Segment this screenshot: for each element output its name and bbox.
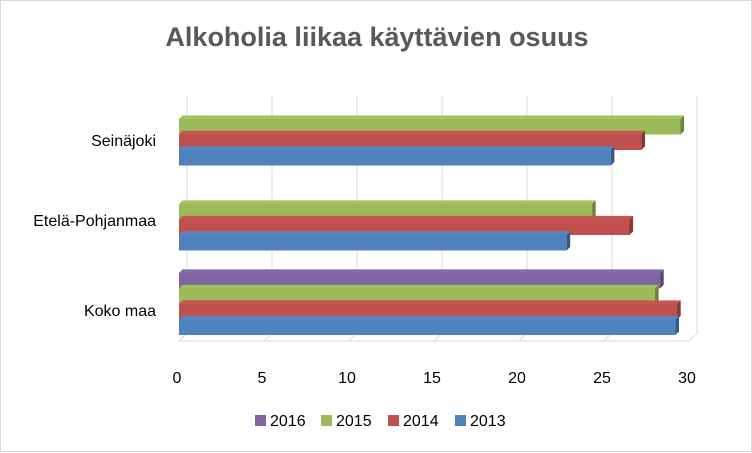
legend-swatch [255,415,266,426]
x-tick-label: 25 [593,370,611,387]
x-tick-label: 10 [338,370,356,387]
category-label: Seinäjoki [91,133,156,150]
bars [179,115,685,335]
bar-2015-Koko maa [179,284,659,304]
legend-item-2015: 2015 [321,413,372,430]
legend-item-2014: 2014 [388,413,439,430]
bar-2015-Etelä-Pohjanmaa [179,200,596,220]
legend-item-2016: 2016 [255,413,306,430]
category-labels: Seinäjoki Etelä-Pohjanmaa Koko maa [33,133,156,320]
category-label: Etelä-Pohjanmaa [33,213,156,230]
legend-swatch [388,415,399,426]
legend-label: 2015 [336,413,372,430]
legend-swatch [321,415,332,426]
bar-2015-Seinäjoki [179,115,685,135]
legend-label: 2014 [403,413,439,430]
category-label: Koko maa [84,303,156,320]
legend-label: 2016 [270,413,306,430]
x-axis-tick-labels: 0 5 10 15 20 25 30 [173,370,696,387]
legend: 2016 2015 2014 2013 [255,413,506,430]
bar-2013-Etelä-Pohjanmaa [179,231,571,251]
x-tick-label: 20 [508,370,526,387]
bar-2016-Koko maa [179,269,664,289]
bar-2014-Seinäjoki [179,130,645,150]
bar-2013-Koko maa [179,315,679,335]
x-tick-label: 5 [258,370,267,387]
x-tick-label: 0 [173,370,182,387]
bar-2013-Seinäjoki [179,146,615,166]
legend-swatch [455,415,466,426]
bar-2014-Etelä-Pohjanmaa [179,215,634,235]
bar-2014-Koko maa [179,300,681,320]
gridline-floor [688,332,698,342]
x-tick-label: 15 [423,370,441,387]
x-tick-label: 30 [678,370,696,387]
legend-label: 2013 [470,413,506,430]
legend-item-2013: 2013 [455,413,506,430]
chart-title: Alkoholia liikaa käyttävien osuus [165,22,588,52]
